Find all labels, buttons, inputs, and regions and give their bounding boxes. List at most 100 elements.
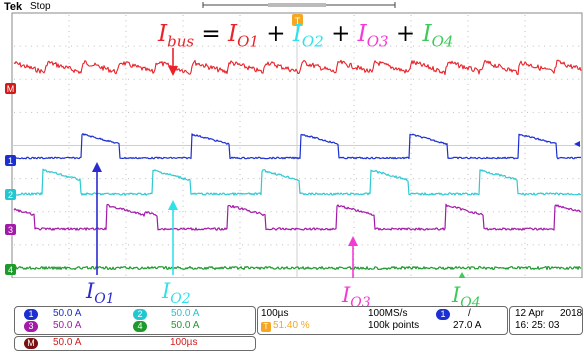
grid-dot [239,264,241,266]
grid-dot [527,244,528,246]
grid-dot [464,244,466,246]
grid-dot [182,232,184,234]
grid-dot [467,142,469,144]
grid-dot [76,244,78,246]
grid-dot [373,244,375,246]
grid-dot [538,45,540,47]
grid-dot [487,111,489,113]
grid-dot [353,227,355,228]
grid-dot [578,111,580,113]
math-readout-box[interactable]: M 50.0 A 100µs [14,336,256,351]
grid-dot [410,25,412,27]
grid-dot [68,105,70,107]
grid-dot [515,178,517,180]
equation-term-3: I [357,21,367,47]
grid-dot [182,83,184,85]
marker-ch3: 3 [8,225,13,235]
grid-dot [182,78,184,80]
grid-dot [110,45,112,47]
grid-dot [524,83,526,85]
grid-dot [410,221,412,223]
grid-dot [333,111,335,113]
grid-dot [353,15,355,16]
grid-dot [207,111,209,113]
grid-dot [239,152,241,154]
grid-dot [93,211,95,213]
grid-dot [239,121,241,122]
grid-dot [19,244,21,246]
grid-dot [213,111,215,113]
grid-dot [14,45,15,47]
grid-dot [521,45,523,47]
grid-dot [105,178,107,180]
grid-dot [173,211,175,213]
grid-dot [338,111,340,113]
grid-dot [410,36,412,38]
grid-dot [230,244,232,246]
horizontal-readout-box[interactable]: 100µs T 51.40 % 100MS/s 100k points 1 / … [257,306,508,335]
grid-dot [410,269,412,271]
grid-dot [182,152,184,154]
grid-dot [125,168,127,170]
grid-dot [31,78,33,80]
sample-rate: 100MS/s [368,308,408,319]
grid-dot [122,178,124,180]
grid-dot [179,111,181,113]
grid-dot [230,178,232,180]
grid-dot [287,211,289,213]
grid-dot [105,244,107,246]
grid-dot [182,163,184,165]
grid-dot [475,244,477,246]
grid-dot [310,45,312,47]
grid-dot [110,244,112,246]
grid-dot [430,78,432,80]
grid-dot [239,269,241,271]
grid-dot [196,78,198,80]
grid-dot [236,45,238,47]
grid-dot [441,178,443,180]
grid-dot [521,244,523,246]
grid-dot [572,78,574,80]
grid-dot [350,111,352,113]
grid-dot [36,111,38,113]
grid-dot [458,111,460,113]
grid-dot [492,45,494,47]
grid-dot [333,78,335,80]
grid-dot [487,244,489,246]
grid-dot [42,211,44,213]
grid-dot [125,195,127,197]
grid-dot [82,45,84,47]
grid-dot [179,244,181,246]
grid-dot [42,111,44,113]
grid-dot [68,152,70,154]
grid-dot [338,178,340,180]
grid-dot [122,244,124,246]
grid-dot [524,99,526,101]
grid-dot [413,45,414,47]
grid-dot [353,179,355,181]
grid-dot [524,94,526,96]
grid-dot [68,41,70,43]
grid-dot [116,78,118,80]
grid-dot [125,83,127,85]
label-io2: IO2 [162,279,191,311]
grid-dot [578,244,580,246]
grid-dot [467,115,469,117]
grid-dot [384,211,386,213]
grid-dot [264,211,266,213]
grid-dot [14,178,15,180]
grid-dot [236,111,238,113]
channel-readout-box[interactable]: 1 50.0 A 2 50.0 A 3 50.0 A 4 50.0 A [14,306,256,335]
grid-dot [410,237,412,239]
grid-dot [524,110,526,112]
grid-dot [361,111,363,113]
grid-dot [59,178,61,180]
grid-dot [239,94,241,96]
grid-dot [53,178,55,180]
grid-dot [182,105,184,107]
grid-dot [441,111,443,113]
grid-dot [239,205,241,207]
grid-dot [125,232,127,234]
grid-dot [447,78,449,80]
grid-dot [549,244,551,246]
